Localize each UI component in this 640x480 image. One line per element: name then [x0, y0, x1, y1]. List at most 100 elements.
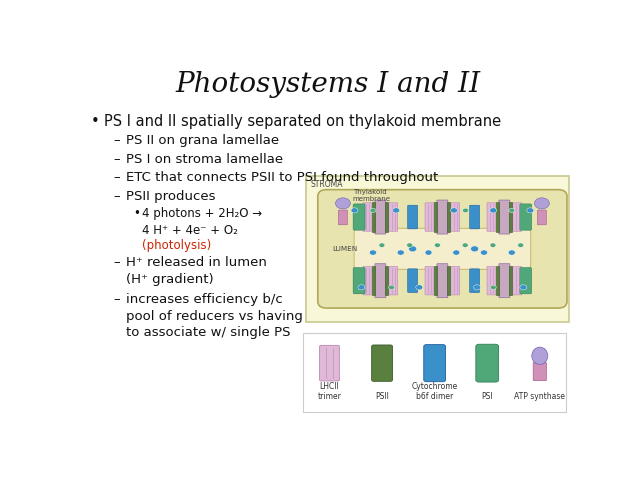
FancyBboxPatch shape: [520, 204, 532, 230]
FancyBboxPatch shape: [499, 264, 510, 298]
Text: –: –: [114, 134, 120, 147]
Text: PSII: PSII: [375, 392, 389, 401]
Circle shape: [520, 285, 527, 290]
FancyBboxPatch shape: [353, 204, 365, 230]
Bar: [435, 202, 437, 232]
FancyBboxPatch shape: [476, 344, 499, 382]
Circle shape: [452, 250, 460, 255]
Bar: [372, 266, 376, 296]
Circle shape: [406, 243, 413, 247]
Text: H⁺ released in lumen
(H⁺ gradient): H⁺ released in lumen (H⁺ gradient): [125, 256, 266, 286]
Bar: [497, 202, 499, 232]
Circle shape: [451, 208, 458, 213]
Bar: [447, 202, 451, 232]
FancyBboxPatch shape: [513, 203, 522, 231]
Circle shape: [462, 243, 468, 247]
Circle shape: [508, 250, 515, 255]
Bar: [497, 266, 499, 296]
Circle shape: [379, 243, 385, 247]
Circle shape: [351, 208, 358, 213]
FancyBboxPatch shape: [408, 205, 417, 229]
FancyBboxPatch shape: [339, 210, 348, 225]
FancyBboxPatch shape: [487, 203, 496, 231]
Text: ATP synthase: ATP synthase: [515, 392, 565, 401]
FancyBboxPatch shape: [451, 203, 460, 231]
FancyBboxPatch shape: [451, 266, 460, 295]
FancyBboxPatch shape: [487, 266, 496, 295]
Text: PSII produces: PSII produces: [125, 190, 215, 203]
FancyBboxPatch shape: [520, 267, 532, 294]
Circle shape: [490, 285, 496, 289]
Circle shape: [358, 285, 365, 290]
Circle shape: [490, 243, 496, 247]
FancyBboxPatch shape: [538, 210, 547, 225]
Text: Photosystems I and II: Photosystems I and II: [175, 71, 481, 97]
Circle shape: [509, 208, 515, 213]
FancyBboxPatch shape: [499, 200, 510, 234]
Ellipse shape: [532, 347, 548, 364]
Circle shape: [425, 250, 432, 255]
Text: LUMEN: LUMEN: [333, 246, 358, 252]
Circle shape: [470, 246, 479, 252]
Circle shape: [416, 285, 422, 290]
Text: –: –: [114, 153, 120, 166]
FancyBboxPatch shape: [353, 267, 365, 294]
FancyBboxPatch shape: [425, 203, 434, 231]
Circle shape: [463, 208, 468, 213]
Text: increases efficiency b/c
pool of reducers vs having
to associate w/ single PS: increases efficiency b/c pool of reducer…: [125, 293, 303, 339]
FancyBboxPatch shape: [363, 266, 372, 295]
Bar: [509, 266, 512, 296]
FancyBboxPatch shape: [408, 269, 417, 292]
Circle shape: [392, 208, 399, 213]
FancyBboxPatch shape: [303, 333, 566, 412]
FancyBboxPatch shape: [437, 264, 448, 298]
Text: •: •: [134, 207, 140, 220]
FancyBboxPatch shape: [389, 203, 397, 231]
Circle shape: [388, 285, 394, 289]
FancyBboxPatch shape: [306, 176, 568, 322]
Bar: [435, 266, 437, 296]
Bar: [372, 202, 376, 232]
Text: STROMA: STROMA: [310, 180, 343, 189]
Circle shape: [435, 243, 440, 247]
Text: –: –: [114, 293, 120, 306]
Text: –: –: [114, 256, 120, 269]
FancyBboxPatch shape: [319, 345, 339, 381]
Circle shape: [369, 250, 376, 255]
FancyBboxPatch shape: [425, 266, 434, 295]
Circle shape: [474, 285, 481, 290]
FancyBboxPatch shape: [318, 190, 567, 308]
FancyBboxPatch shape: [363, 203, 372, 231]
Text: 4 photons + 2H₂O →
4 H⁺ + 4e⁻ + O₂: 4 photons + 2H₂O → 4 H⁺ + 4e⁻ + O₂: [142, 207, 262, 237]
Text: –: –: [114, 190, 120, 203]
Ellipse shape: [335, 198, 350, 209]
FancyBboxPatch shape: [389, 266, 397, 295]
Text: PS I and II spatially separated on thylakoid membrane: PS I and II spatially separated on thyla…: [104, 114, 501, 129]
FancyBboxPatch shape: [470, 205, 479, 229]
Text: (photolysis): (photolysis): [142, 239, 211, 252]
Bar: [385, 266, 388, 296]
Text: •: •: [91, 114, 100, 129]
Text: PSI: PSI: [481, 392, 493, 401]
Bar: [509, 202, 512, 232]
Text: PS II on grana lamellae: PS II on grana lamellae: [125, 134, 279, 147]
Circle shape: [397, 250, 404, 255]
Text: LHCII
trimer: LHCII trimer: [317, 382, 341, 401]
FancyBboxPatch shape: [354, 228, 531, 269]
FancyBboxPatch shape: [513, 266, 522, 295]
Bar: [447, 266, 451, 296]
Text: Thylakoid
membrane: Thylakoid membrane: [353, 189, 391, 202]
FancyBboxPatch shape: [470, 269, 479, 292]
FancyBboxPatch shape: [533, 362, 547, 381]
Text: –: –: [114, 171, 120, 184]
Text: Cytochrome
b6f dimer: Cytochrome b6f dimer: [412, 382, 458, 401]
Ellipse shape: [534, 198, 549, 209]
Circle shape: [481, 250, 488, 255]
Circle shape: [518, 243, 524, 247]
FancyBboxPatch shape: [375, 264, 386, 298]
Bar: [385, 202, 388, 232]
FancyBboxPatch shape: [424, 345, 445, 382]
Circle shape: [370, 208, 376, 213]
FancyBboxPatch shape: [437, 200, 448, 234]
Text: PS I on stroma lamellae: PS I on stroma lamellae: [125, 153, 283, 166]
